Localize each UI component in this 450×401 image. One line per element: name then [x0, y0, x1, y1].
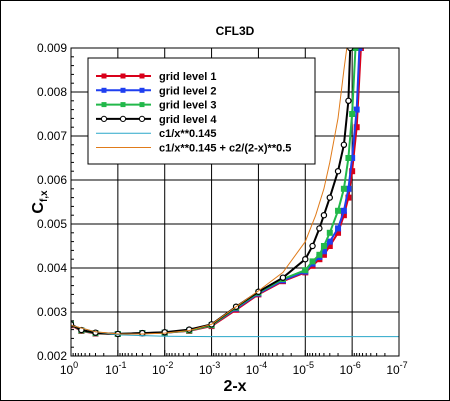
y-tick-label: 0.009 — [37, 41, 67, 55]
data-point — [279, 274, 287, 281]
legend-marker — [120, 73, 126, 79]
axis-ticks: 100 10-1 10-2 10-3 10-4 10-5 10-6 10-7 0.002 0.00… — [37, 41, 408, 377]
data-point — [335, 225, 342, 232]
legend-label: grid level 4 — [159, 114, 217, 126]
legend-label: grid level 1 — [159, 71, 216, 83]
series-group — [71, 48, 399, 338]
data-point — [340, 141, 348, 148]
y-tick-label: 0.008 — [37, 85, 67, 99]
data-point — [335, 207, 342, 214]
y-tick-label: 0.006 — [37, 173, 67, 187]
legend-label: c1/x**0.145 — [159, 128, 217, 140]
data-point — [352, 48, 359, 51]
legend-marker — [138, 115, 146, 123]
legend-label: grid level 3 — [159, 100, 216, 112]
data-point — [353, 106, 360, 113]
legend-marker — [101, 102, 107, 108]
x-tick-label: 10-5 — [293, 360, 314, 377]
y-axis-label: Cf,x — [30, 190, 50, 214]
y-tick-label: 0.003 — [37, 305, 67, 319]
data-point — [326, 238, 333, 245]
legend: grid level 1 grid level 2 grid level 3 grid… — [87, 57, 316, 165]
data-point — [334, 167, 342, 175]
data-point — [340, 185, 347, 192]
x-axis-label: 2-x — [223, 378, 246, 395]
data-point — [161, 329, 168, 336]
y-tick-label: 0.004 — [37, 261, 67, 275]
y-tick-label: 0.002 — [37, 349, 67, 363]
data-point — [139, 329, 146, 337]
x-tick-label: 10-2 — [152, 360, 173, 377]
y-tick-label: 0.007 — [37, 129, 67, 143]
axes-box — [70, 47, 400, 357]
data-point — [309, 242, 316, 250]
svg-text:Cf,x: Cf,x — [30, 190, 50, 214]
data-point — [326, 194, 333, 201]
series-line-6 — [71, 48, 348, 335]
legend-label: grid level 2 — [159, 85, 216, 97]
data-point — [309, 258, 316, 265]
data-point — [302, 256, 309, 263]
legend-marker — [120, 87, 126, 93]
legend-marker — [100, 115, 108, 123]
legend-label: c1/x**0.145 + c2/(2-x)**0.5 — [159, 143, 291, 155]
x-tick-label: 10-3 — [199, 360, 220, 377]
data-point — [356, 48, 363, 51]
legend-marker — [139, 87, 145, 93]
legend-marker — [119, 115, 127, 123]
data-point — [345, 97, 352, 105]
legend-marker — [101, 73, 107, 79]
y-axis-label-sub: f,x — [39, 190, 50, 202]
x-tick-label: 10-4 — [246, 360, 267, 377]
legend-marker — [120, 102, 126, 108]
data-point — [326, 229, 333, 236]
series-line-5 — [71, 324, 399, 338]
x-tick-label: 10-6 — [339, 360, 360, 377]
data-point — [302, 267, 309, 274]
data-point — [320, 243, 327, 249]
data-point — [316, 225, 323, 232]
data-point — [316, 251, 323, 258]
legend-marker — [139, 73, 145, 79]
x-tick-label: 10-7 — [386, 360, 407, 377]
legend-marker — [101, 87, 107, 93]
x-tick-label: 100 — [60, 360, 78, 377]
y-tick-label: 0.005 — [37, 217, 67, 231]
legend-marker — [139, 102, 145, 108]
data-point — [345, 155, 352, 161]
data-point — [340, 207, 347, 214]
data-point — [320, 211, 328, 219]
chart-title: CFL3D — [216, 24, 255, 38]
x-tick-label: 10-1 — [105, 360, 126, 377]
y-axis-label-main: C — [30, 202, 47, 214]
data-point — [349, 111, 356, 117]
